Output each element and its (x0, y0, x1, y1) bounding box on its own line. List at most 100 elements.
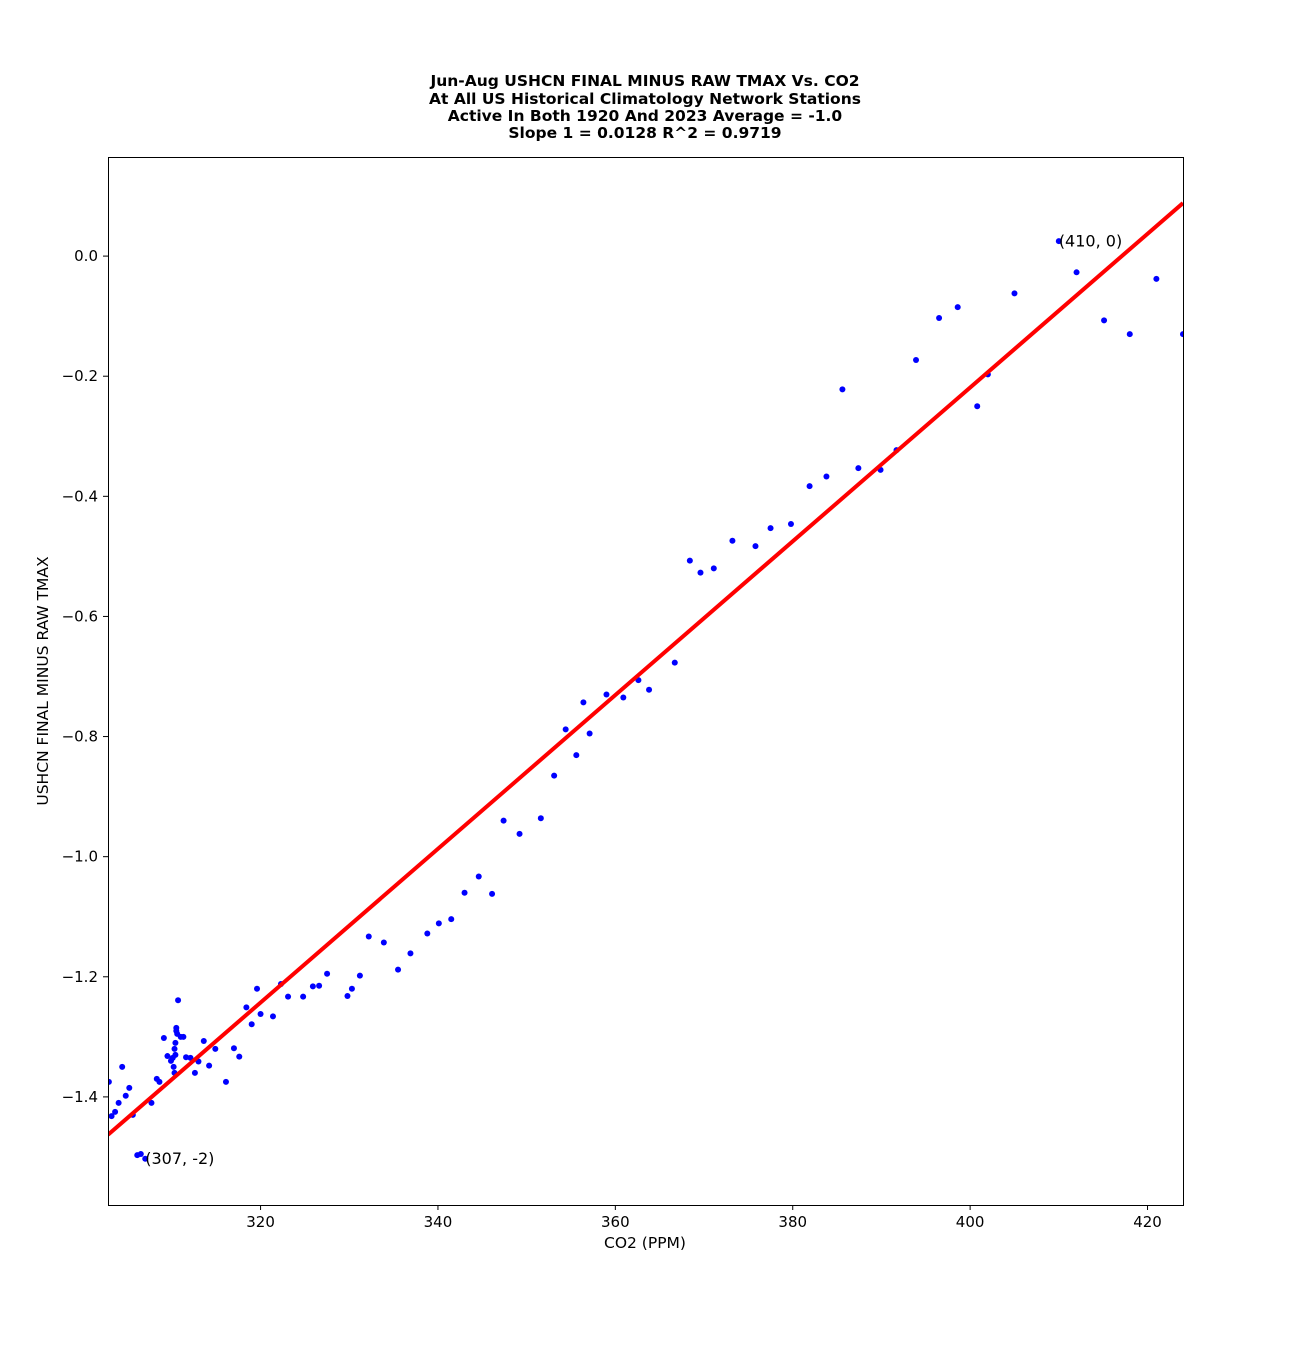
data-point-78 (710, 565, 717, 572)
data-point-94 (1011, 290, 1018, 297)
data-point-41 (254, 985, 261, 992)
data-point-90 (936, 314, 943, 321)
data-point-62 (489, 890, 496, 897)
data-point-37 (230, 1045, 237, 1052)
data-point-75 (671, 659, 678, 666)
data-point-15 (164, 1053, 171, 1060)
data-point-67 (562, 726, 569, 733)
data-point-2 (112, 1108, 119, 1115)
data-point-33 (200, 1038, 207, 1045)
data-point-54 (380, 939, 387, 946)
data-point-72 (620, 694, 627, 701)
title-line-1: Jun-Aug USHCN FINAL MINUS RAW TMAX Vs. C… (429, 72, 859, 90)
x-axis-label: CO2 (PPM) (604, 1234, 686, 1252)
data-point-22 (172, 1039, 179, 1046)
y-tick-label-3: −0.6 (62, 607, 98, 625)
data-point-82 (787, 520, 794, 527)
x-tick-label-3: 380 (778, 1213, 807, 1231)
data-point-64 (516, 830, 523, 837)
data-point-76 (686, 557, 693, 564)
data-point-53 (365, 933, 372, 940)
data-point-100 (1180, 331, 1183, 338)
data-point-56 (407, 950, 414, 957)
data-point-60 (461, 889, 468, 896)
data-point-48 (316, 982, 323, 989)
data-point-85 (839, 386, 846, 393)
y-tick-label-0: 0.0 (74, 247, 98, 265)
data-point-14 (160, 1035, 167, 1042)
y-tick-label-4: −0.8 (62, 728, 98, 746)
annotations: (410, 0) (307, -2) (145, 232, 1122, 1168)
data-point-97 (1101, 317, 1108, 324)
data-point-35 (212, 1045, 219, 1052)
data-point-91 (954, 304, 961, 311)
data-point-70 (586, 730, 593, 737)
data-point-31 (191, 1069, 198, 1076)
data-point-68 (573, 752, 580, 759)
data-point-63 (500, 817, 507, 824)
data-point-98 (1126, 331, 1133, 338)
y-tick-label-7: −1.4 (62, 1088, 98, 1106)
data-point-3 (115, 1099, 122, 1106)
data-point-39 (243, 1004, 250, 1011)
data-point-38 (236, 1053, 243, 1060)
data-point-51 (348, 985, 355, 992)
trend-line (108, 201, 1183, 1137)
y-axis-label: USHCN FINAL MINUS RAW TMAX (34, 556, 52, 806)
data-point-21 (172, 1051, 179, 1058)
x-tick-label-2: 360 (601, 1213, 630, 1231)
data-point-57 (424, 930, 431, 937)
data-point-36 (222, 1078, 229, 1085)
data-point-26 (175, 997, 182, 1004)
data-point-4 (119, 1063, 126, 1070)
data-point-11 (148, 1099, 155, 1106)
data-point-40 (248, 1021, 255, 1028)
data-point-20 (171, 1045, 178, 1052)
data-point-65 (537, 815, 544, 822)
title-line-4: Slope 1 = 0.0128 R^2 = 0.9719 (508, 124, 781, 142)
data-point-74 (646, 686, 653, 693)
data-point-77 (697, 569, 704, 576)
data-point-34 (206, 1062, 213, 1069)
data-point-71 (603, 691, 610, 698)
data-point-42 (257, 1011, 264, 1018)
data-point-69 (580, 699, 587, 706)
data-point-45 (285, 993, 292, 1000)
data-point-86 (855, 465, 862, 472)
data-point-6 (126, 1084, 133, 1091)
plot-frame (108, 157, 1184, 1206)
x-tick-label-4: 400 (956, 1213, 985, 1231)
y-tick-label-1: −0.2 (62, 367, 98, 385)
data-point-13 (156, 1078, 163, 1085)
trend-line-layer (108, 201, 1183, 1137)
title-line-2: At All US Historical Climatology Network… (429, 90, 861, 108)
y-tick-label-2: −0.4 (62, 487, 98, 505)
data-point-5 (122, 1092, 129, 1099)
x-axis-ticks: 320 340 360 380 400 420 (246, 1205, 1162, 1231)
data-point-18 (170, 1063, 177, 1070)
title-line-3: Active In Both 1920 And 2023 Average = -… (448, 107, 843, 125)
data-point-59 (448, 916, 455, 923)
data-point-10 (142, 1155, 149, 1162)
data-point-84 (823, 473, 830, 480)
data-point-9 (137, 1150, 144, 1157)
x-tick-label-1: 340 (424, 1213, 453, 1231)
data-point-28 (180, 1033, 187, 1040)
data-point-79 (729, 537, 736, 544)
data-point-81 (767, 525, 774, 532)
data-point-61 (475, 873, 482, 880)
y-tick-label-6: −1.2 (62, 968, 98, 986)
data-point-29 (183, 1054, 190, 1061)
data-point-95 (1055, 238, 1062, 245)
chart-title: Jun-Aug USHCN FINAL MINUS RAW TMAX Vs. C… (429, 72, 861, 142)
data-point-55 (395, 966, 402, 973)
data-point-66 (551, 772, 558, 779)
data-point-89 (913, 356, 920, 363)
x-tick-label-0: 320 (246, 1213, 275, 1231)
data-point-49 (324, 970, 331, 977)
data-point-1 (108, 1113, 115, 1120)
y-tick-label-5: −1.0 (62, 848, 98, 866)
data-point-50 (344, 993, 351, 999)
annotation-0: (410, 0) (1059, 232, 1122, 251)
